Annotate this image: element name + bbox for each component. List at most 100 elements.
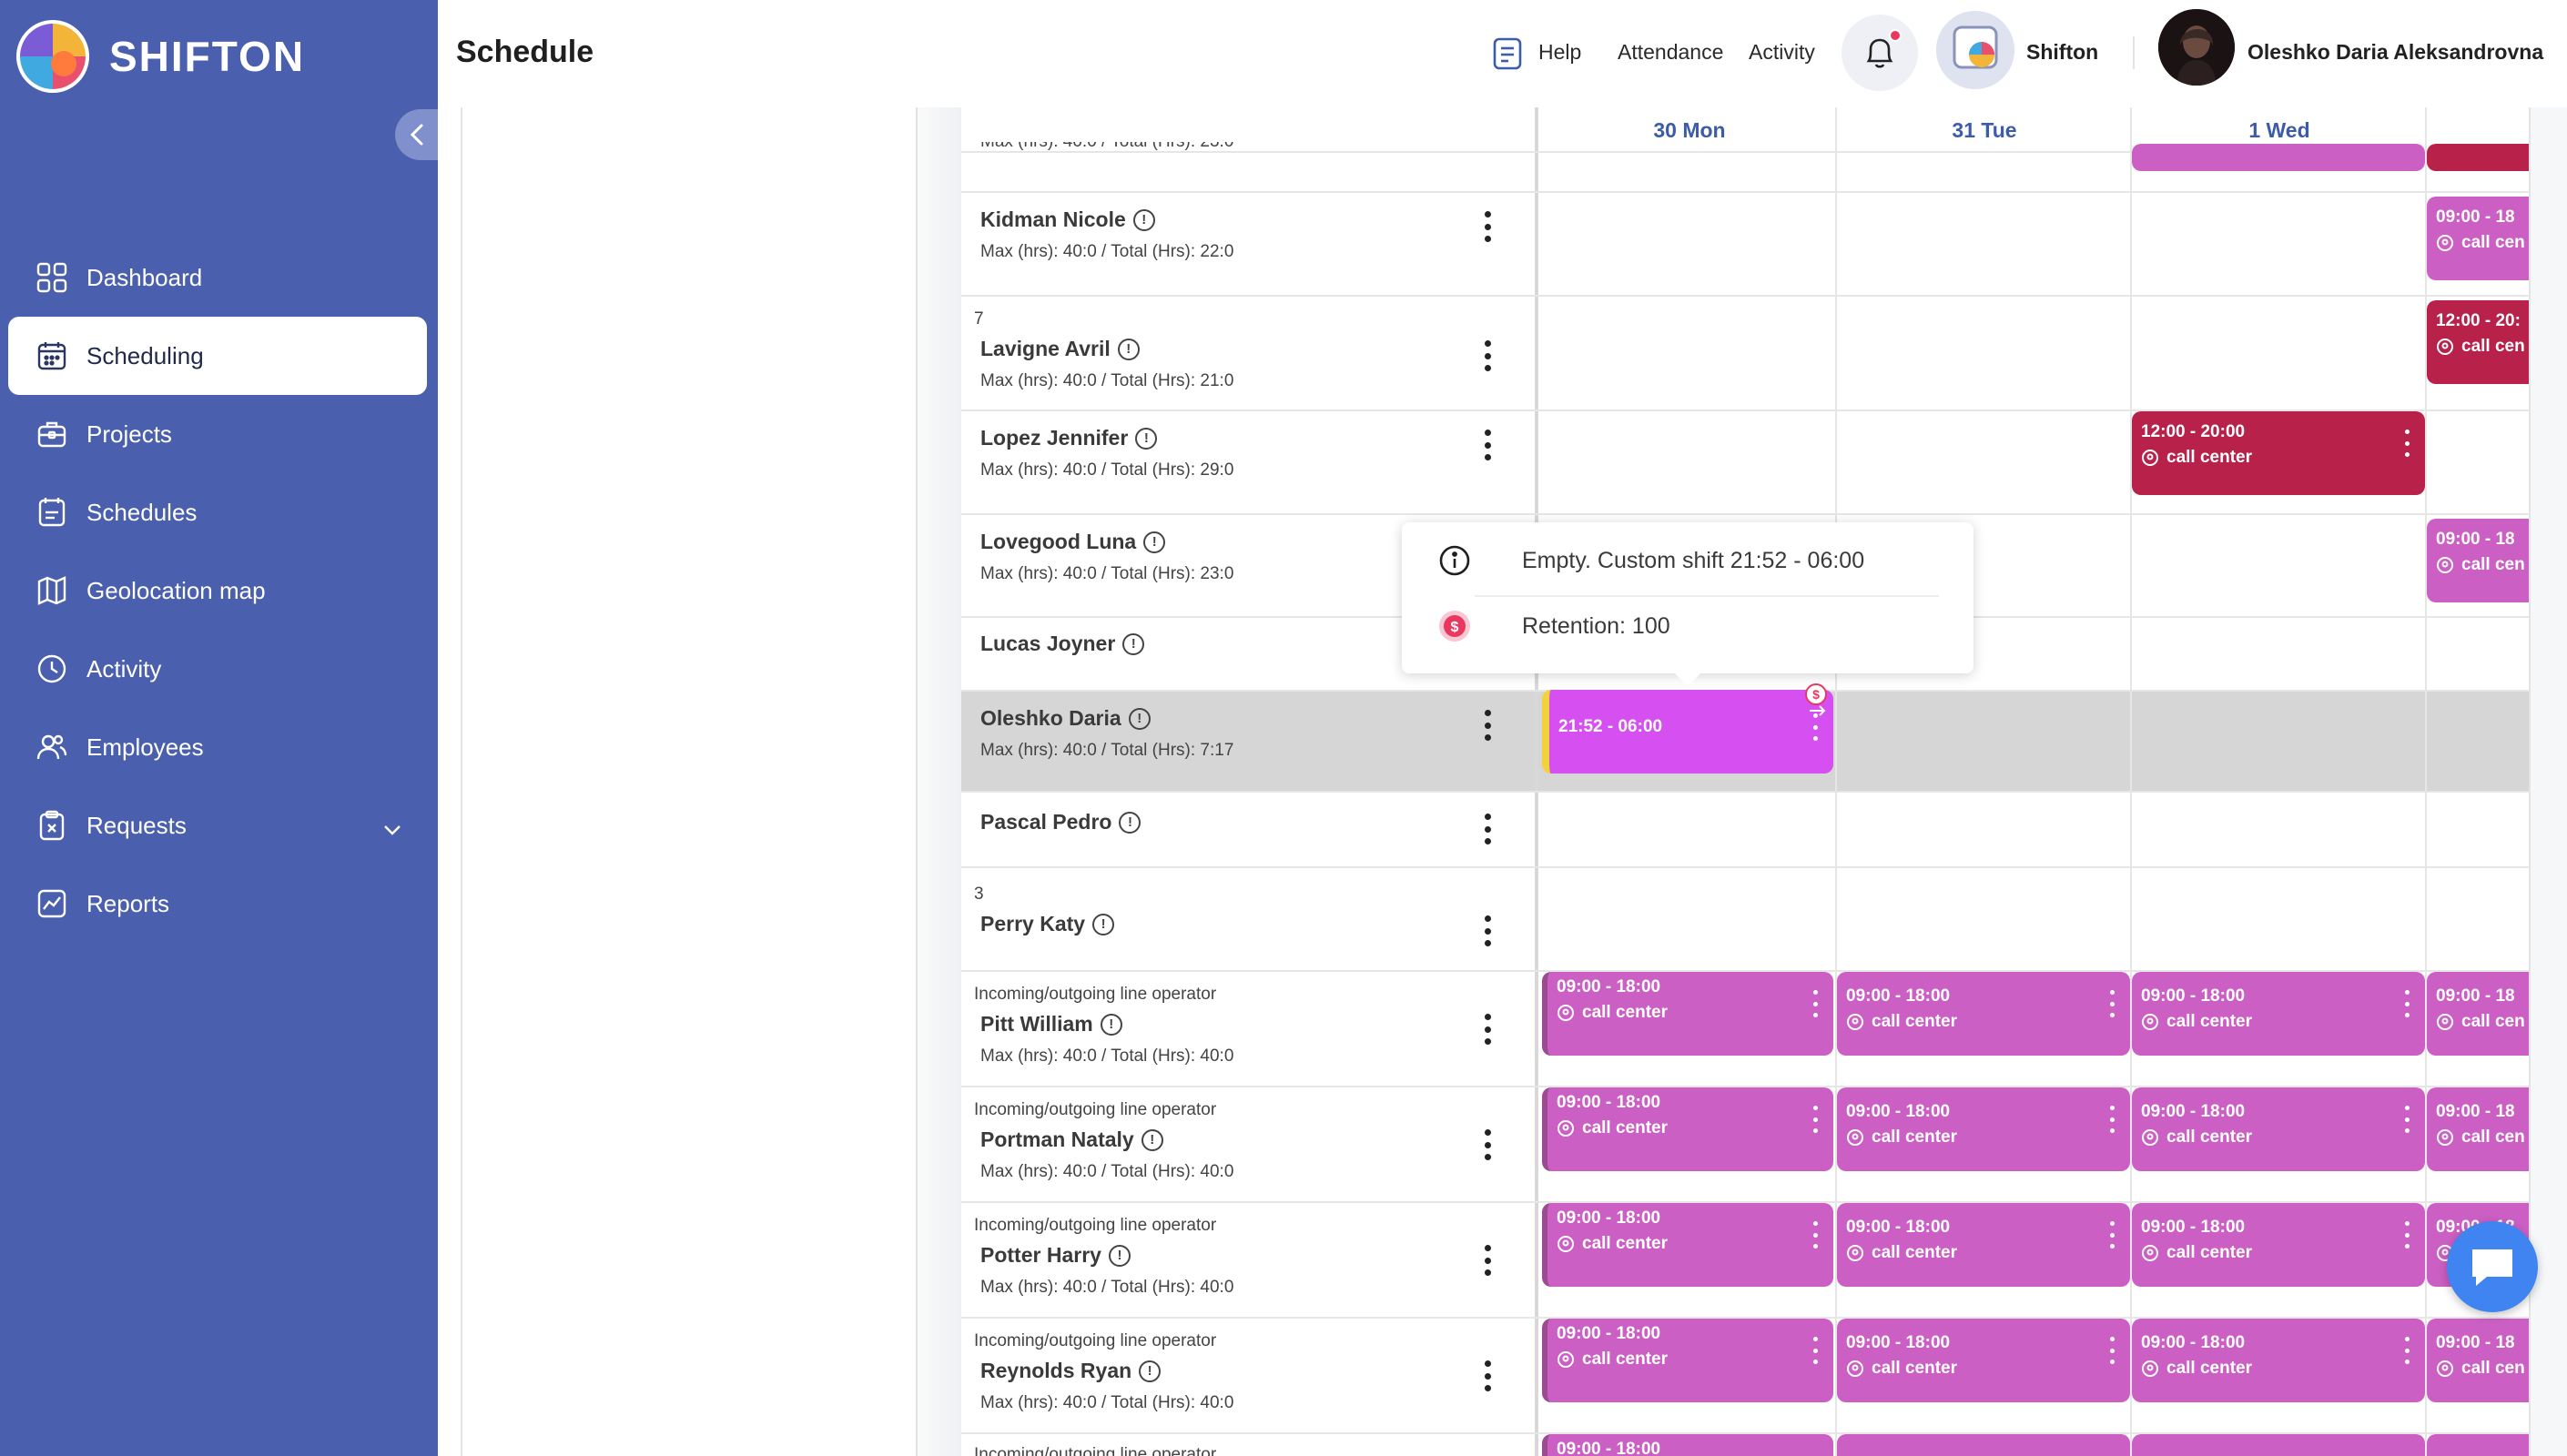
employee-name[interactable]: Lovegood Luna! bbox=[980, 530, 1166, 554]
sidebar-item-employees[interactable]: Employees bbox=[8, 708, 427, 786]
row-menu-button[interactable] bbox=[1478, 1245, 1497, 1276]
grid-scrollbar[interactable] bbox=[2529, 107, 2567, 1456]
info-icon[interactable]: ! bbox=[1119, 812, 1141, 834]
info-icon[interactable]: ! bbox=[1117, 339, 1140, 360]
shift-card[interactable]: 09:00 - 18:00 call center bbox=[1837, 1319, 2130, 1402]
info-icon[interactable]: ! bbox=[1100, 1014, 1122, 1036]
employee-name[interactable]: Pascal Pedro! bbox=[980, 810, 1141, 834]
shift-card[interactable]: 09:00 - 18:00 call center bbox=[1542, 972, 1833, 1056]
help-icon[interactable] bbox=[1492, 36, 1523, 76]
company-avatar[interactable] bbox=[1936, 11, 2014, 89]
sidebar-item-reports[interactable]: Reports bbox=[8, 864, 427, 943]
row-menu-button[interactable] bbox=[1478, 1129, 1497, 1160]
info-icon[interactable]: ! bbox=[1143, 531, 1166, 553]
shift-card[interactable]: 09:00 - 18:00 call center bbox=[1542, 1203, 1833, 1287]
info-icon[interactable]: ! bbox=[1122, 633, 1145, 655]
shift-card[interactable] bbox=[2427, 1434, 2529, 1456]
shift-card[interactable]: 09:00 - 18 call cen bbox=[2427, 1087, 2529, 1171]
employee-name[interactable]: Oleshko Daria! bbox=[980, 706, 1151, 731]
user-avatar[interactable] bbox=[2158, 9, 2235, 86]
brand-logo[interactable]: SHIFTON bbox=[16, 20, 305, 93]
info-icon[interactable]: ! bbox=[1108, 1245, 1131, 1267]
shift-card[interactable]: 09:00 - 18:00 call center bbox=[1837, 972, 2130, 1056]
employee-name[interactable]: Pitt William! bbox=[980, 1012, 1122, 1036]
shift-card[interactable] bbox=[2132, 144, 2425, 171]
schedule-panel-edge bbox=[916, 107, 961, 1456]
shift-card[interactable]: 12:00 - 20: call cen bbox=[2427, 300, 2529, 384]
info-icon[interactable]: ! bbox=[1128, 708, 1151, 730]
shift-card[interactable]: 12:00 - 20:00 call center bbox=[2132, 411, 2425, 495]
info-icon[interactable]: ! bbox=[1135, 428, 1158, 450]
shift-card[interactable] bbox=[1837, 1434, 2130, 1456]
info-icon[interactable]: ! bbox=[1132, 209, 1155, 231]
shift-menu-button[interactable] bbox=[1813, 1106, 1819, 1133]
shift-card[interactable]: 09:00 - 18 call cen bbox=[2427, 197, 2529, 280]
shift-menu-button[interactable] bbox=[2405, 1221, 2410, 1249]
row-menu-button[interactable] bbox=[1478, 1014, 1497, 1045]
sidebar-item-label: Scheduling bbox=[86, 341, 204, 369]
shift-menu-button[interactable] bbox=[2110, 1337, 2115, 1364]
row-menu-button[interactable] bbox=[1478, 1360, 1497, 1391]
sidebar-item-schedules[interactable]: Schedules bbox=[8, 473, 427, 551]
sidebar-item-scheduling[interactable]: Scheduling bbox=[8, 317, 427, 395]
shift-menu-button[interactable] bbox=[2110, 1106, 2115, 1133]
shift-card[interactable]: 09:00 - 18 call cen bbox=[2427, 519, 2529, 602]
shift-menu-button[interactable] bbox=[2405, 430, 2410, 457]
custom-shift-card[interactable]: 21:52 - 06:00 $ bbox=[1542, 683, 1833, 774]
row-menu-button[interactable] bbox=[1478, 814, 1497, 844]
shift-card[interactable]: 09:00 - 18:00 call center bbox=[1837, 1087, 2130, 1171]
shift-menu-button[interactable] bbox=[2405, 1106, 2410, 1133]
row-menu-button[interactable] bbox=[1478, 211, 1497, 242]
shift-card[interactable]: 09:00 - 18 call cen bbox=[2427, 1319, 2529, 1402]
notifications-button[interactable] bbox=[1842, 15, 1918, 91]
shift-menu-button[interactable] bbox=[2110, 990, 2115, 1017]
shift-card[interactable]: 09:00 - 18:00 call center bbox=[2132, 1087, 2425, 1171]
shift-card[interactable]: 09:00 - 18 call cen bbox=[2427, 972, 2529, 1056]
shift-menu-button[interactable] bbox=[1813, 1221, 1819, 1249]
row-menu-button[interactable] bbox=[1478, 915, 1497, 946]
shift-menu-button[interactable] bbox=[2110, 1221, 2115, 1249]
employee-name[interactable]: Lucas Joyner! bbox=[980, 632, 1145, 656]
info-icon[interactable]: ! bbox=[1139, 1360, 1162, 1382]
shift-card[interactable]: 09:00 - 18:00 call center bbox=[1542, 1087, 1833, 1171]
collapse-sidebar-button[interactable] bbox=[395, 109, 438, 160]
employee-name[interactable]: Lopez Jennifer! bbox=[980, 426, 1158, 450]
shift-card[interactable]: 09:00 - 18:00 call center bbox=[2132, 972, 2425, 1056]
shift-menu-button[interactable] bbox=[2405, 990, 2410, 1017]
info-icon[interactable]: ! bbox=[1092, 914, 1115, 935]
chat-button[interactable] bbox=[2447, 1221, 2538, 1312]
row-menu-button[interactable] bbox=[1478, 430, 1497, 460]
shift-card[interactable] bbox=[2132, 1434, 2425, 1456]
company-name[interactable]: Shifton bbox=[2026, 40, 2099, 64]
sidebar-item-projects[interactable]: Projects bbox=[8, 395, 427, 473]
shift-menu-button[interactable] bbox=[1813, 990, 1819, 1017]
shift-card[interactable]: 09:00 - 18:00 call center bbox=[1542, 1319, 1833, 1402]
row-menu-button[interactable] bbox=[1478, 340, 1497, 371]
employee-name[interactable]: Potter Harry! bbox=[980, 1243, 1131, 1268]
info-icon[interactable]: ! bbox=[1141, 1129, 1163, 1151]
shift-card[interactable]: 09:00 - 18:00 call center bbox=[2132, 1203, 2425, 1287]
employee-name[interactable]: Lavigne Avril! bbox=[980, 337, 1140, 361]
sidebar-item-dashboard[interactable]: Dashboard bbox=[8, 238, 427, 317]
activity-link[interactable]: Activity bbox=[1749, 40, 1815, 64]
shift-menu-button[interactable] bbox=[1813, 1337, 1819, 1364]
row-menu-button[interactable] bbox=[1478, 710, 1497, 741]
sidebar-item-geolocation-map[interactable]: Geolocation map bbox=[8, 551, 427, 630]
employee-stats: Max (hrs): 40:0 / Total (Hrs): 21:0 bbox=[980, 371, 1234, 390]
employee-name[interactable]: Kidman Nicole! bbox=[980, 207, 1155, 232]
sidebar-item-activity[interactable]: Activity bbox=[8, 630, 427, 708]
chevron-down-icon[interactable] bbox=[383, 814, 401, 842]
shift-card[interactable]: 09:00 - 18:00 call center bbox=[2132, 1319, 2425, 1402]
shift-menu-button[interactable] bbox=[1813, 713, 1819, 741]
employee-name[interactable]: Perry Katy! bbox=[980, 912, 1115, 936]
employee-name[interactable]: Reynolds Ryan! bbox=[980, 1359, 1162, 1383]
shift-card[interactable]: 09:00 - 18:00 call center bbox=[1837, 1203, 2130, 1287]
employee-name[interactable]: Portman Nataly! bbox=[980, 1127, 1163, 1152]
help-link[interactable]: Help bbox=[1538, 40, 1582, 64]
sidebar-item-requests[interactable]: Requests bbox=[8, 786, 427, 864]
user-name[interactable]: Oleshko Daria Aleksandrovna bbox=[2247, 40, 2544, 64]
shift-card[interactable]: 09:00 - 18:00 bbox=[1542, 1434, 1833, 1456]
shift-menu-button[interactable] bbox=[2405, 1337, 2410, 1364]
shift-card[interactable] bbox=[2427, 144, 2529, 171]
attendance-link[interactable]: Attendance bbox=[1618, 40, 1724, 64]
